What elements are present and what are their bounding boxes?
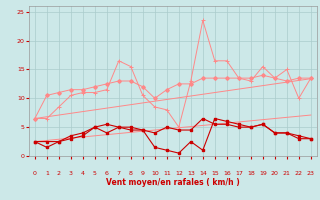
X-axis label: Vent moyen/en rafales ( km/h ): Vent moyen/en rafales ( km/h ): [106, 178, 240, 187]
